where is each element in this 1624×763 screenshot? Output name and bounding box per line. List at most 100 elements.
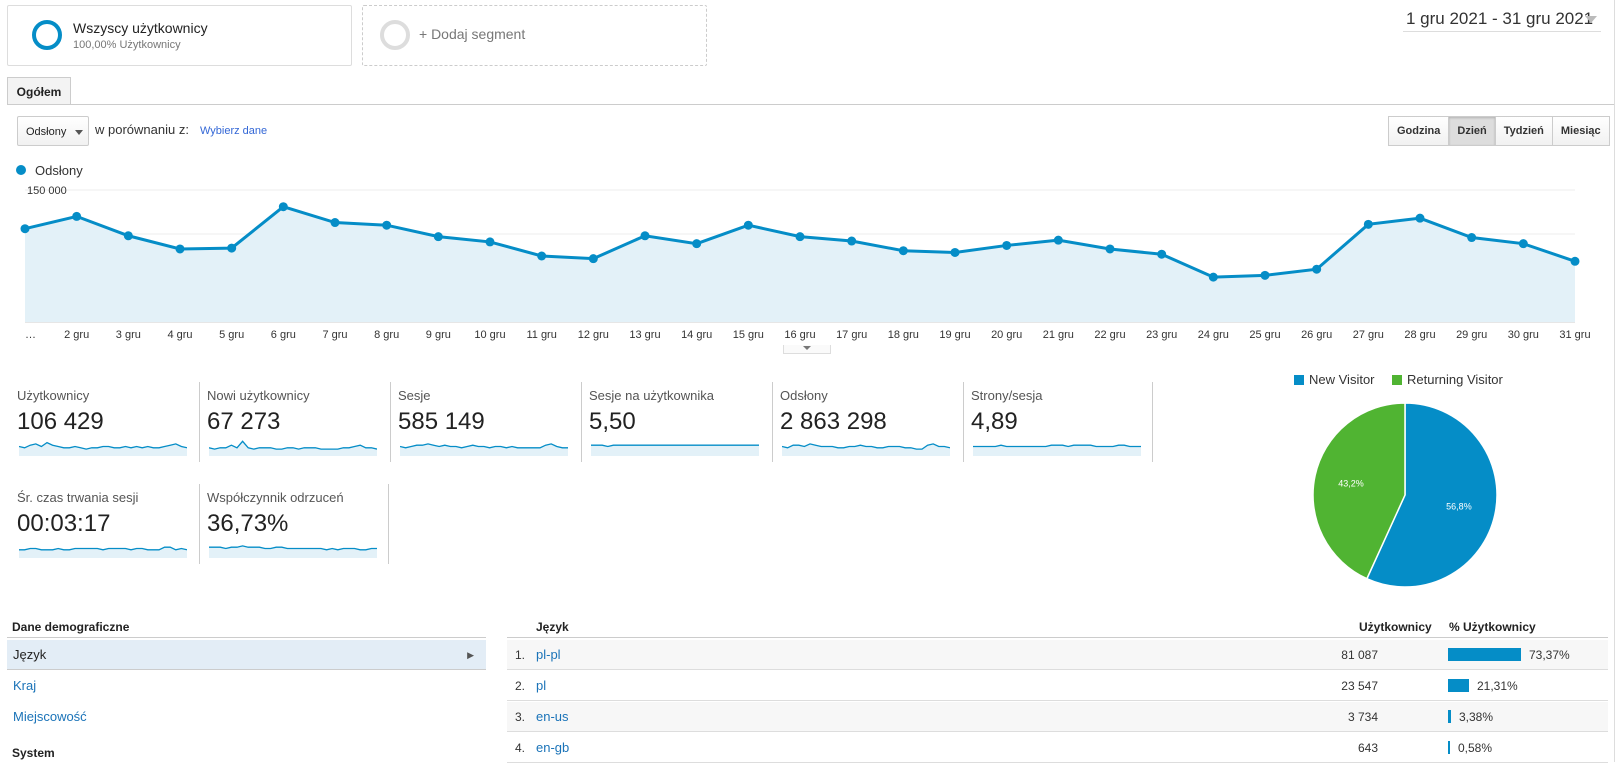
table-row: 3. en-us 3 734 3,38% (507, 702, 1608, 732)
scorecard-divider (581, 382, 582, 462)
table-row: 1. pl-pl 81 087 73,37% (507, 640, 1608, 670)
segment-all-users[interactable]: Wszyscy użytkownicy 100,00% Użytkownicy (7, 5, 352, 66)
x-tick-label: 24 gru (1198, 329, 1229, 341)
demo-item-city[interactable]: Miejscowość (13, 709, 87, 724)
data-point (227, 243, 237, 253)
granularity-month-button[interactable]: Miesiąc (1551, 116, 1610, 146)
tab-overview[interactable]: Ogółem (7, 77, 71, 105)
scorecard-pageviews[interactable]: Odsłony 2 863 298 (772, 382, 970, 468)
sparkline-area (19, 442, 187, 456)
pick-metric-link[interactable]: Wybierz dane (200, 125, 268, 137)
data-point (847, 236, 857, 246)
data-point (123, 231, 133, 241)
sparkline-area (19, 547, 187, 558)
granularity-buttons: Godzina Dzień Tydzień Miesiąc (1388, 116, 1610, 146)
row-language-link[interactable]: en-gb (536, 740, 570, 755)
scorecard-users[interactable]: Użytkownicy 106 429 (17, 388, 207, 468)
scorecard-label: Sesje na użytkownika (589, 388, 715, 403)
pie-legend-new[interactable]: New Visitor (1294, 372, 1375, 387)
x-tick-label: 3 gru (116, 329, 141, 341)
pie-legend-returning[interactable]: Returning Visitor (1392, 372, 1503, 387)
demo-item-language[interactable]: Język ▶ (7, 640, 486, 670)
compare-label: w porównaniu z: (95, 122, 189, 137)
row-language-link[interactable]: en-us (536, 709, 569, 724)
row-language-link[interactable]: pl (536, 678, 547, 693)
data-point (382, 220, 392, 230)
demo-item-country[interactable]: Kraj (13, 678, 37, 693)
x-tick-label: 8 gru (374, 329, 399, 341)
row-share-bar (1448, 679, 1469, 692)
x-tick-label: 18 gru (888, 329, 919, 341)
scorecard-divider (963, 382, 964, 462)
x-tick-label: 13 gru (629, 329, 660, 341)
add-segment-button[interactable]: + Dodaj segment (362, 5, 707, 66)
x-tick-label: 19 gru (939, 329, 970, 341)
scorecard-avg-session-duration[interactable]: Śr. czas trwania sesji 00:03:17 (17, 490, 207, 570)
sparkline (400, 443, 568, 456)
sparkline-line (782, 443, 950, 450)
x-tick-label: 15 gru (733, 329, 764, 341)
x-tick-label: 31 gru (1559, 329, 1590, 341)
system-title: System (12, 746, 55, 760)
data-point (278, 202, 288, 212)
granularity-hour-button[interactable]: Godzina (1388, 116, 1450, 146)
row-users: 81 087 (1341, 648, 1378, 662)
data-point (1363, 219, 1373, 229)
sparkline-line (209, 440, 377, 450)
x-tick-label: 21 gru (1043, 329, 1074, 341)
scorecard-sessions-per-user[interactable]: Sesje na użytkownika 5,50 (581, 382, 779, 468)
pie-legend-new-label: New Visitor (1309, 372, 1375, 387)
data-point (1415, 213, 1425, 223)
data-point (588, 254, 598, 264)
pie-slice-label: 56,8% (1446, 502, 1472, 512)
row-language-link[interactable]: pl-pl (536, 647, 561, 662)
sparkline-line (400, 443, 568, 449)
scorecard-divider (388, 484, 389, 564)
sparkline (19, 441, 187, 456)
data-point (1208, 272, 1218, 282)
x-tick-label: 10 gru (474, 329, 505, 341)
scorecard-divider (199, 382, 200, 462)
data-point (1467, 233, 1477, 243)
data-point (743, 220, 753, 230)
x-tick-label: 16 gru (784, 329, 815, 341)
row-pct: 0,58% (1458, 741, 1493, 755)
row-pct: 3,38% (1459, 710, 1494, 724)
table-header-divider (507, 637, 1608, 638)
x-tick-label: 7 gru (322, 329, 347, 341)
scorecard-value: 585 149 (398, 408, 485, 435)
scorecard-pages-per-session[interactable]: Strony/sesja 4,89 (963, 382, 1161, 468)
row-index: 2. (515, 679, 526, 693)
date-range-picker[interactable]: 1 gru 2021 - 31 gru 2021 (1403, 5, 1601, 32)
scorecard-new-users[interactable]: Nowi użytkownicy 67 273 (199, 382, 397, 468)
data-point (175, 244, 185, 254)
pie-slice (1365, 402, 1498, 588)
sparkline-line (19, 546, 187, 551)
data-point (640, 231, 650, 241)
scorecard-divider (1152, 382, 1153, 462)
legend-swatch (1392, 375, 1402, 385)
data-point (898, 246, 908, 256)
data-point (485, 237, 495, 247)
granularity-day-button[interactable]: Dzień (1448, 116, 1496, 146)
sparkline-area (209, 545, 377, 558)
row-pct: 73,37% (1529, 648, 1570, 662)
data-point (692, 239, 702, 249)
legend-dot-icon (16, 165, 26, 175)
x-tick-label: 20 gru (991, 329, 1022, 341)
scorecard-sessions[interactable]: Sesje 585 149 (390, 382, 588, 468)
scorecard-value: 106 429 (17, 408, 104, 435)
x-tick-label: … (25, 329, 36, 341)
sparkline-line (591, 444, 759, 448)
scorecard-bounce-rate[interactable]: Współczynnik odrzuceń 36,73% (199, 484, 397, 570)
sparkline-line (973, 444, 1141, 448)
data-point (1157, 249, 1167, 259)
pie-slice-label: 43,2% (1338, 478, 1364, 488)
chart-collapse-handle[interactable] (783, 345, 831, 354)
granularity-week-button[interactable]: Tydzień (1494, 116, 1553, 146)
scorecard-divider (390, 382, 391, 462)
data-point (1518, 239, 1528, 249)
demographics-title: Dane demograficzne (12, 620, 130, 634)
metric-select[interactable]: Odsłony (17, 116, 89, 146)
